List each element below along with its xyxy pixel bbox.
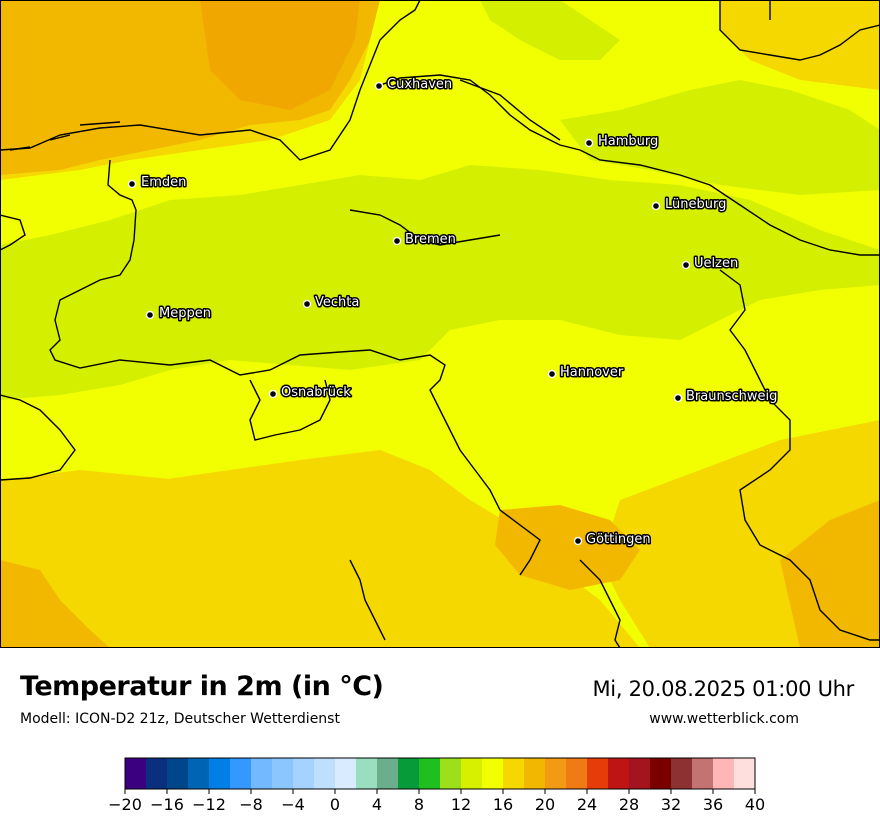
- legend-swatch: [209, 758, 231, 789]
- legend-swatch: [734, 758, 756, 789]
- legend-swatch: [692, 758, 714, 789]
- legend-tick-label: 8: [414, 795, 424, 814]
- legend-swatch: [335, 758, 357, 789]
- map-title: Temperatur in 2m (in °C): [20, 671, 384, 702]
- goettingen-warm-area: [495, 505, 640, 590]
- legend-swatch: [251, 758, 273, 789]
- legend-frame: [124, 757, 756, 790]
- legend-swatch: [314, 758, 336, 789]
- city-label-hannover: Hannover: [560, 365, 624, 380]
- website-link[interactable]: www.wetterblick.com: [649, 711, 799, 727]
- legend-swatch: [587, 758, 609, 789]
- city-label-uelzen: Uelzen: [694, 256, 738, 271]
- legend-tick-label: −16: [150, 795, 184, 814]
- legend-swatches: [124, 757, 756, 790]
- color-legend: −20 −16 −12 −8 −4 0 4 8 12 16 20 24 28 32 36 40: [108, 757, 765, 814]
- city-lueneburg[interactable]: Lüneburg: [651, 196, 728, 214]
- legend-swatch: [713, 758, 735, 789]
- legend-tick-label: 0: [330, 795, 340, 814]
- legend-swatch: [230, 758, 252, 789]
- legend-swatch: [629, 758, 651, 789]
- legend-tick-label: 12: [451, 795, 471, 814]
- legend-swatch: [356, 758, 378, 789]
- legend-tick-label: 28: [619, 795, 639, 814]
- city-label-goettingen: Göttingen: [586, 532, 651, 547]
- legend-swatch: [650, 758, 672, 789]
- legend-tick-label: −12: [192, 795, 226, 814]
- temperature-map: Cuxhaven Hamburg Emden Lüneburg Bremen U…: [0, 0, 880, 648]
- city-hannover[interactable]: Hannover: [547, 364, 625, 382]
- legend-tick-label: 4: [372, 795, 382, 814]
- legend-swatch: [293, 758, 315, 789]
- legend-tick-label: −20: [108, 795, 142, 814]
- north-sea-area-warm: [200, 0, 360, 110]
- legend-swatch: [503, 758, 525, 789]
- land-green-area: [0, 165, 880, 400]
- legend-tick-label: −8: [239, 795, 263, 814]
- city-label-vechta: Vechta: [315, 295, 359, 310]
- legend-swatch: [377, 758, 399, 789]
- legend-swatch: [524, 758, 546, 789]
- legend-swatch: [482, 758, 504, 789]
- legend-swatch: [671, 758, 693, 789]
- legend-tick-label: 40: [745, 795, 765, 814]
- city-emden[interactable]: Emden: [127, 174, 188, 192]
- city-uelzen[interactable]: Uelzen: [681, 255, 740, 273]
- city-braunschweig[interactable]: Braunschweig: [673, 388, 779, 406]
- legend-tick-label: 16: [493, 795, 513, 814]
- city-bremen[interactable]: Bremen: [392, 231, 457, 249]
- legend-swatch: [398, 758, 420, 789]
- city-label-braunschweig: Braunschweig: [686, 389, 777, 404]
- city-goettingen[interactable]: Göttingen: [573, 531, 652, 549]
- northeast-warm-area: [720, 0, 880, 90]
- city-label-bremen: Bremen: [405, 232, 456, 247]
- legend-swatch: [419, 758, 441, 789]
- city-markers: Cuxhaven Hamburg Emden Lüneburg Bremen U…: [127, 76, 779, 549]
- legend-swatch: [440, 758, 462, 789]
- coastlines-and-borders: [0, 0, 880, 648]
- land-green-area-north: [560, 80, 880, 195]
- legend-tick-label: −4: [281, 795, 305, 814]
- city-hamburg[interactable]: Hamburg: [584, 133, 660, 151]
- city-meppen[interactable]: Meppen: [145, 305, 212, 323]
- city-label-meppen: Meppen: [159, 306, 211, 321]
- model-info: Modell: ICON-D2 21z, Deutscher Wetterdie…: [20, 711, 340, 727]
- legend-swatch: [272, 758, 294, 789]
- south-hot-area: [0, 560, 110, 648]
- city-label-emden: Emden: [141, 175, 186, 190]
- legend-swatch: [146, 758, 168, 789]
- legend-ticks: −20 −16 −12 −8 −4 0 4 8 12 16 20 24 28 32 36 40: [108, 789, 765, 814]
- city-label-cuxhaven: Cuxhaven: [387, 77, 452, 92]
- legend-swatch: [545, 758, 567, 789]
- city-osnabrueck[interactable]: Osnabrück: [268, 384, 353, 402]
- legend-tick-label: 36: [703, 795, 723, 814]
- legend-tick-label: 32: [661, 795, 681, 814]
- southeast-hot-area: [780, 500, 880, 648]
- forecast-datetime: Mi, 20.08.2025 01:00 Uhr: [592, 677, 854, 701]
- city-label-osnabrueck: Osnabrück: [281, 385, 351, 400]
- south-warm-area: [0, 470, 590, 648]
- legend-tick-label: 20: [535, 795, 555, 814]
- city-label-lueneburg: Lüneburg: [665, 197, 726, 212]
- city-cuxhaven[interactable]: Cuxhaven: [374, 76, 454, 94]
- legend-swatch: [566, 758, 588, 789]
- legend-swatch: [125, 758, 147, 789]
- legend-tick-label: 24: [577, 795, 597, 814]
- city-vechta[interactable]: Vechta: [302, 294, 361, 312]
- land-green-area-top: [480, 0, 620, 60]
- city-label-hamburg: Hamburg: [598, 134, 658, 149]
- legend-swatch: [188, 758, 210, 789]
- legend-swatch: [461, 758, 483, 789]
- legend-swatch: [608, 758, 630, 789]
- legend-swatch: [167, 758, 189, 789]
